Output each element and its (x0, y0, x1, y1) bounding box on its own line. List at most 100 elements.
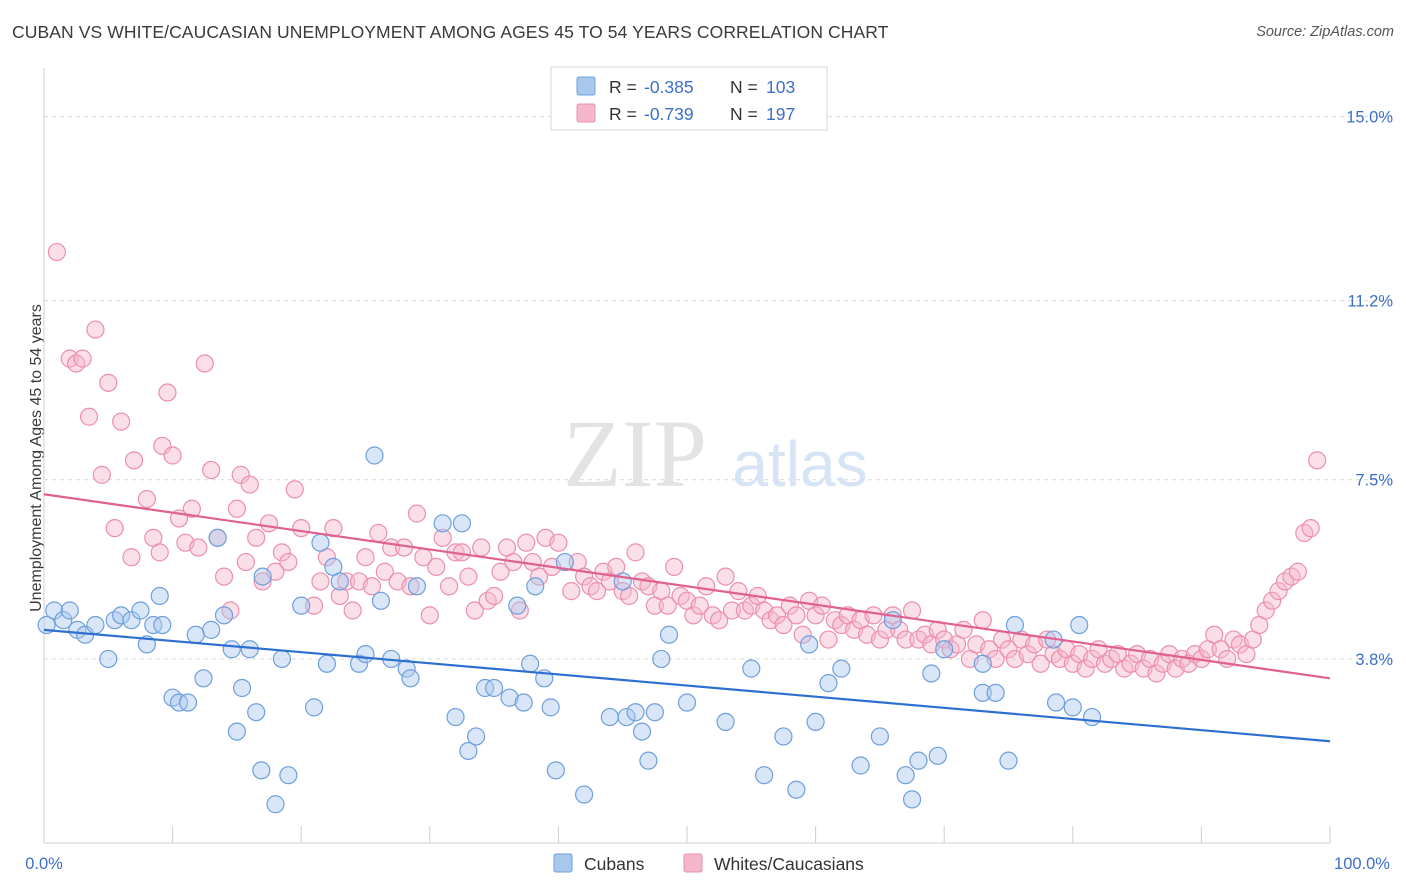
whites-point (439, 577, 459, 596)
whites-point (99, 373, 118, 392)
whites-point (716, 567, 735, 586)
cubans-point (202, 620, 221, 639)
cubans-point (1005, 615, 1025, 635)
whites-point (890, 620, 909, 639)
whites-point (690, 596, 709, 615)
legend-swatch-whites (576, 103, 596, 123)
watermark: ZIP atlas (563, 400, 868, 507)
cubans-point (935, 640, 954, 659)
cubans-point (617, 707, 636, 727)
cubans-point (1082, 707, 1102, 727)
cubans-point (86, 615, 105, 635)
whites-point (819, 630, 838, 649)
series-whites-points (47, 242, 1327, 683)
cubans-point (521, 654, 540, 673)
cubans-point (546, 761, 565, 780)
whites-point (375, 562, 394, 581)
whites-point (259, 514, 279, 533)
whites-point (420, 606, 439, 625)
cubans-point (54, 611, 73, 630)
cubans-point (356, 644, 375, 664)
legend-swatch-cubans (576, 76, 596, 96)
whites-point (214, 567, 234, 586)
whites-point (472, 538, 491, 557)
whites-point (729, 582, 748, 601)
cubans-point (645, 703, 664, 722)
cubans-point (279, 766, 298, 785)
cubans-point (787, 780, 806, 799)
whites-point (1301, 519, 1320, 538)
cubans-point (928, 746, 947, 765)
watermark-zip: ZIP (563, 400, 707, 507)
cubans-point (194, 669, 213, 688)
cubans-point (99, 649, 118, 669)
whites-point (362, 577, 382, 596)
whites-point (240, 475, 259, 494)
whites-point (112, 412, 131, 431)
whites-point (304, 596, 324, 615)
cubans-point (178, 693, 198, 712)
whites-point (510, 601, 529, 620)
cubans-point (252, 761, 271, 780)
whites-point (722, 601, 742, 620)
whites-point (236, 552, 256, 572)
cubans-point (433, 514, 452, 533)
whites-point (92, 465, 111, 484)
cubans-point (819, 674, 838, 693)
cubans-point (973, 654, 992, 673)
legend-n-value-whites: 197 (766, 104, 795, 124)
whites-point (626, 543, 645, 562)
whites-point (459, 567, 478, 586)
cubans-point (247, 703, 266, 722)
whites-point (105, 519, 124, 538)
whites-point (369, 523, 388, 543)
cubans-point (909, 751, 928, 770)
whites-point (1308, 451, 1327, 470)
cubans-point (677, 693, 697, 712)
cubans-point (222, 640, 241, 659)
x-tick-label-max: 100.0% (1334, 855, 1390, 873)
whites-point (122, 548, 141, 567)
cubans-point (37, 615, 56, 635)
cubans-point (922, 664, 941, 683)
whites-point (517, 533, 536, 552)
whites-point (356, 548, 375, 567)
cubans-point (272, 649, 292, 669)
cubans-point (253, 567, 272, 586)
cubans-point (371, 591, 391, 610)
whites-point (1018, 644, 1037, 664)
cubans-point (365, 446, 384, 465)
bottom-legend-label-cubans: Cubans (584, 854, 645, 874)
cubans-point (986, 683, 1005, 702)
cubans-point (575, 785, 594, 804)
cubans-point (514, 693, 533, 712)
whites-point (292, 519, 311, 538)
cubans-point (774, 727, 793, 746)
cubans-point (112, 606, 131, 625)
cubans-point (397, 659, 416, 678)
whites-point (684, 606, 703, 625)
cubans-point (459, 741, 478, 761)
cubans-point (742, 659, 761, 678)
cubans-point (1046, 693, 1066, 712)
whites-point (47, 242, 66, 262)
axes (43, 68, 1331, 844)
whites-point (896, 630, 915, 649)
whites-point (427, 557, 446, 577)
y-tick-label: 15.0% (1346, 108, 1393, 126)
legend: R = -0.385 N = 103 R = -0.739 N = 197 (550, 66, 828, 131)
cubans-point (401, 669, 420, 688)
whites-point (73, 349, 92, 368)
cubans-point (153, 615, 172, 635)
whites-point (433, 528, 452, 547)
cubans-point (485, 678, 504, 698)
whites-point (1269, 582, 1288, 601)
x-tick-labels: 0.0% 100.0% (25, 855, 1390, 873)
bottom-legend-swatch-cubans (553, 853, 573, 873)
bottom-legend-swatch-whites (683, 853, 703, 873)
bottom-legend-label-whites: Whites/Caucasians (714, 854, 864, 874)
cubans-point (407, 577, 427, 596)
cubans-point (806, 712, 825, 732)
cubans-point (639, 751, 658, 770)
cubans-point (526, 577, 545, 596)
